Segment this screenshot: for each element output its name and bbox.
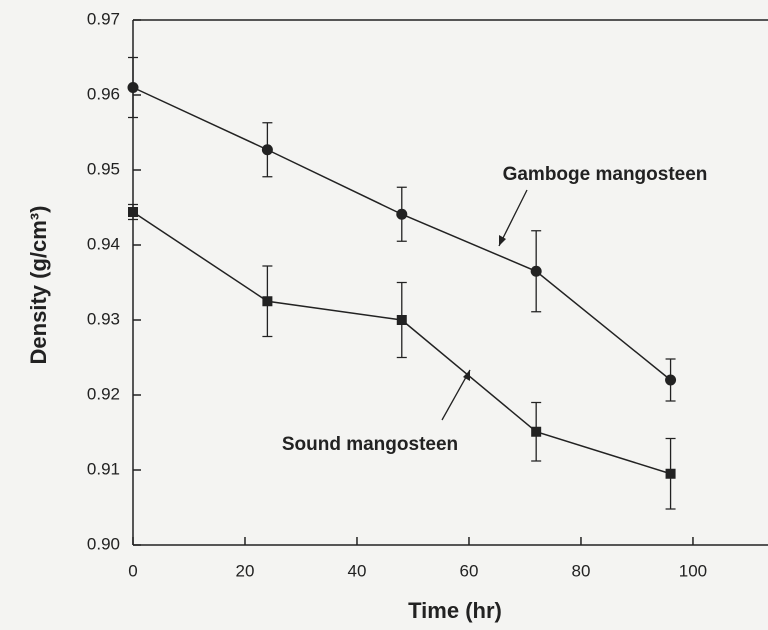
data-point bbox=[127, 82, 139, 93]
y-tick-label: 0.94 bbox=[87, 234, 120, 253]
data-point bbox=[665, 468, 676, 479]
annotation: Sound mangosteen bbox=[282, 434, 458, 455]
y-tick-label: 0.96 bbox=[87, 84, 120, 103]
x-tick-label: 40 bbox=[348, 561, 367, 580]
y-tick-label: 0.95 bbox=[87, 159, 120, 178]
data-point bbox=[128, 207, 138, 217]
data-point bbox=[531, 426, 542, 437]
x-tick-label: 0 bbox=[128, 561, 137, 580]
data-point bbox=[396, 315, 407, 325]
arrow-head bbox=[499, 235, 506, 246]
y-tick-label: 0.93 bbox=[87, 309, 120, 328]
data-point bbox=[261, 144, 273, 156]
x-tick-label: 60 bbox=[460, 561, 479, 580]
annotation: Gamboge mangosteen bbox=[503, 164, 708, 185]
y-tick-label: 0.97 bbox=[87, 9, 120, 28]
data-point bbox=[530, 265, 542, 277]
y-tick-label: 0.91 bbox=[87, 459, 120, 478]
x-tick-label: 20 bbox=[236, 561, 255, 580]
y-tick-label: 0.92 bbox=[87, 384, 120, 403]
y-tick-label: 0.90 bbox=[87, 534, 120, 553]
x-axis-title: Time (hr) bbox=[408, 598, 502, 623]
x-tick-label: 100 bbox=[679, 561, 707, 580]
arrow-head bbox=[463, 370, 470, 381]
data-point bbox=[262, 296, 273, 307]
y-axis-title: Density (g/cm³) bbox=[26, 206, 51, 365]
data-point bbox=[665, 374, 677, 386]
data-point bbox=[396, 208, 408, 220]
annotation-arrow bbox=[441, 369, 471, 421]
x-tick-label: 80 bbox=[572, 561, 591, 580]
annotation-arrow bbox=[498, 189, 528, 247]
